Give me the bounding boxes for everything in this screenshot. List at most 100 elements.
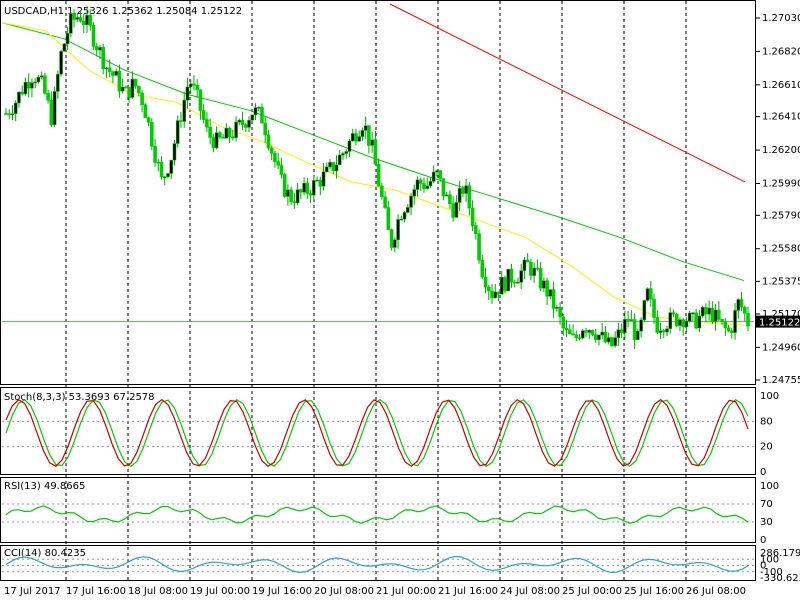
price-tick-label: 1.25580 bbox=[762, 244, 800, 255]
price-tick-label: 1.24755 bbox=[762, 375, 800, 386]
candle-body bbox=[396, 219, 400, 241]
candle-body bbox=[717, 309, 721, 320]
candle-body bbox=[457, 188, 462, 203]
candle-body bbox=[402, 212, 407, 220]
candle-body bbox=[315, 179, 319, 182]
candle-body bbox=[166, 173, 170, 177]
candle-body bbox=[354, 133, 358, 142]
indicator-level-label: 30 bbox=[760, 517, 773, 528]
candle-body bbox=[20, 91, 25, 95]
candle-body bbox=[545, 280, 549, 297]
candle-body bbox=[642, 300, 647, 321]
price-panel bbox=[0, 0, 756, 385]
current-price-tag-label: 1.25122 bbox=[759, 318, 800, 329]
candle-body bbox=[72, 13, 76, 20]
candle-body bbox=[43, 75, 47, 94]
time-tick-label: 18 Jul 08:00 bbox=[128, 586, 188, 597]
candle-body bbox=[535, 267, 540, 270]
indicator-line bbox=[5, 555, 749, 574]
candle-body bbox=[713, 309, 718, 322]
candle-body bbox=[247, 120, 251, 128]
candle-body bbox=[341, 153, 345, 156]
candle-body bbox=[107, 67, 112, 73]
candle-body bbox=[46, 93, 50, 101]
candle-body bbox=[564, 327, 569, 331]
candle-body bbox=[205, 119, 209, 128]
indicator-line bbox=[5, 398, 749, 468]
candle-body bbox=[234, 121, 238, 138]
candle-body bbox=[600, 331, 604, 336]
candle-body bbox=[529, 261, 533, 276]
price-tick-label: 1.24960 bbox=[762, 342, 800, 353]
time-tick-label: 20 Jul 08:00 bbox=[314, 586, 374, 597]
candle-body bbox=[684, 320, 689, 328]
candle-body bbox=[580, 330, 585, 339]
candle-body bbox=[739, 299, 744, 308]
candle-body bbox=[130, 78, 135, 98]
candle-body bbox=[98, 47, 102, 51]
candle-body bbox=[700, 307, 705, 317]
candle-body bbox=[499, 277, 504, 295]
candle-body bbox=[367, 125, 371, 146]
price-tick-label: 1.25790 bbox=[762, 210, 800, 221]
time-tick-label: 24 Jul 08:00 bbox=[500, 586, 560, 597]
price-tick-label: 1.26410 bbox=[762, 112, 800, 123]
candle-body bbox=[490, 290, 494, 299]
moving-average-line bbox=[1, 22, 745, 282]
candle-body bbox=[65, 33, 70, 45]
candle-body bbox=[117, 71, 122, 92]
candle-body bbox=[674, 313, 679, 326]
candle-body bbox=[603, 331, 608, 343]
candle-body bbox=[503, 277, 507, 292]
candle-body bbox=[321, 171, 326, 187]
candle-body bbox=[78, 17, 83, 22]
candle-body bbox=[172, 143, 177, 161]
candle-body bbox=[120, 86, 125, 92]
candle-body bbox=[328, 162, 332, 168]
candle-body bbox=[33, 81, 37, 84]
stoch-panel bbox=[0, 387, 756, 475]
candle-body bbox=[201, 110, 206, 120]
vertical-gridlines bbox=[65, 1, 687, 580]
candle-body bbox=[639, 319, 643, 332]
candle-body bbox=[532, 267, 536, 276]
candle-body bbox=[211, 137, 216, 149]
candle-body bbox=[370, 139, 374, 146]
candle-body bbox=[373, 139, 378, 165]
candle-body bbox=[613, 337, 617, 346]
price-axis: 1.27030 1.26820 1.26610 1.26410 1.26200 1.259… bbox=[755, 13, 800, 386]
candle-body bbox=[729, 330, 734, 333]
candle-body bbox=[454, 202, 459, 218]
candle-body bbox=[723, 321, 728, 329]
price-tick-label: 1.26610 bbox=[762, 80, 800, 91]
candle-body bbox=[133, 78, 138, 87]
candle-body bbox=[30, 82, 34, 89]
candle-body bbox=[548, 289, 553, 297]
candle-body bbox=[561, 316, 566, 329]
candle-body bbox=[159, 162, 164, 178]
candle-body bbox=[276, 161, 280, 166]
candle-body bbox=[648, 288, 653, 300]
candle-body bbox=[441, 178, 446, 197]
time-tick-label: 21 Jul 00:00 bbox=[376, 586, 436, 597]
candle-body bbox=[516, 282, 520, 284]
candle-body bbox=[111, 71, 115, 76]
indicator-level-label: 20 bbox=[760, 442, 773, 453]
candle-body bbox=[253, 107, 258, 116]
candle-body bbox=[279, 165, 284, 175]
candle-body bbox=[192, 83, 196, 86]
candle-body bbox=[23, 82, 28, 95]
indicator-line bbox=[5, 398, 749, 468]
indicator-level-label: -100 bbox=[760, 567, 783, 578]
candle-body bbox=[350, 133, 355, 142]
price-tick-label: 1.26200 bbox=[762, 145, 800, 156]
candle-body bbox=[363, 125, 368, 131]
candle-body bbox=[195, 84, 199, 91]
candle-body bbox=[273, 152, 277, 162]
candle-body bbox=[632, 319, 637, 340]
candle-body bbox=[221, 136, 225, 139]
candle-body bbox=[597, 334, 601, 340]
candle-body bbox=[522, 259, 527, 271]
